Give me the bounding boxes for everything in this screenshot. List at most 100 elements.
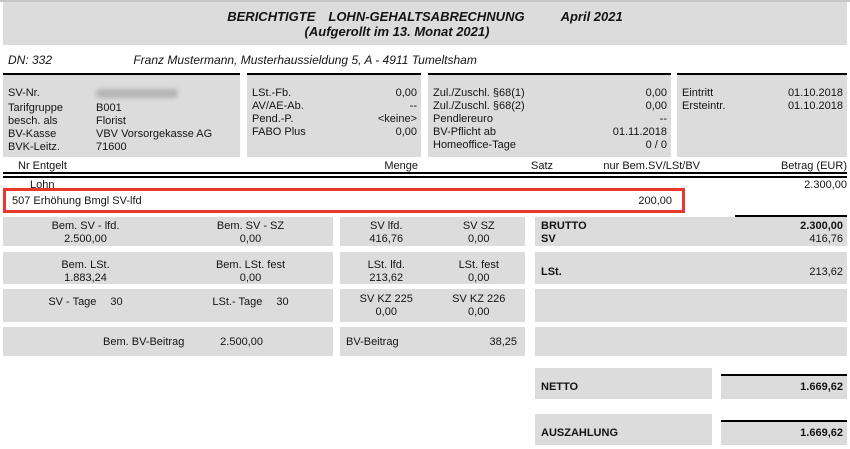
field-value: 213,62 (369, 272, 404, 284)
info-value: -- (659, 113, 667, 125)
info-value: 71600 (96, 141, 127, 153)
netto-value: 1.669,62 (800, 381, 843, 393)
info-label: Pend.-P. (252, 113, 294, 125)
field-value: 30 (276, 296, 289, 308)
entgelt-row-lohn-betrag: 2.300,00 (804, 179, 847, 191)
info-value: 01.10.2018 (787, 87, 843, 99)
field-label: SV KZ 226 (452, 293, 506, 305)
field-label: LSt.- Tage (212, 296, 263, 308)
field-label: LSt. lfd. (367, 259, 405, 271)
info-label: Zul./Zuschl. §68(1) (433, 87, 525, 99)
lst-tage-cell: LSt.- Tage 30 (168, 293, 333, 326)
redacted-sv-number (96, 89, 178, 98)
col-header-nur-bem: nur Bem.SV/LSt/BV (603, 160, 700, 172)
info-row: BV-Pflicht ab 01.11.2018 (433, 126, 667, 139)
info-row: Ersteintr. 01.10.2018 (682, 100, 843, 113)
info-row: Homeoffice-Tage 0 / 0 (433, 139, 667, 152)
brutto-value: 2.300,00 (800, 220, 843, 232)
sv-lfd-band: SV lfd. 416,76 SV SZ 0,00 (340, 217, 525, 246)
field-value: 0,00 (468, 272, 490, 284)
dn-number: DN: 332 (8, 53, 53, 67)
info-row: Tarifgruppe B001 (8, 102, 236, 115)
title-band: BERICHTIGTE LOHN-GEHALTSABRECHNUNG April 2… (3, 2, 847, 45)
field-label: SV - Tage (48, 296, 97, 308)
info-label: AV/AE-Ab. (252, 100, 304, 112)
document-subtitle: (Aufgerollt im 13. Monat 2021) (304, 24, 490, 39)
sv-label: SV (541, 233, 556, 245)
netto-value-box: 1.669,62 (721, 374, 847, 399)
field-value: 0,00 (468, 233, 490, 245)
info-value: 0,00 (395, 87, 417, 99)
field-value: 30 (110, 296, 123, 308)
info-label: Tarifgruppe (8, 102, 64, 114)
info-row: Zul./Zuschl. §68(2) 0,00 (433, 100, 667, 113)
info-value: 0,00 (645, 87, 667, 99)
info-label: Zul./Zuschl. §68(2) (433, 100, 525, 112)
info-row: BV-Kasse VBV Vorsorgekasse AG (8, 128, 236, 141)
info-block-personal: SV-Nr. Tarifgruppe B001 besch. als Flori… (3, 73, 240, 157)
field-label: Bem. SV - lfd. (51, 220, 120, 232)
entgelt-row-507-name: 507 Erhöhung Bmgl SV-lfd (12, 194, 142, 207)
brutto-top-line (735, 215, 847, 217)
netto-label-band: NETTO (535, 368, 712, 399)
info-value: 0,00 (395, 126, 417, 138)
field-value: 2.500,00 (64, 233, 107, 245)
field-value: 0,00 (468, 306, 490, 318)
field-label: SV KZ 225 (359, 293, 413, 305)
period-label: April 2021 (560, 9, 623, 24)
info-label: BVK-Leitz. (8, 141, 60, 153)
info-block-zuschlaege: Zul./Zuschl. §68(1) 0,00 Zul./Zuschl. §6… (428, 73, 671, 157)
field-label: Bem. BV-Beitrag (103, 335, 185, 348)
sv-row: SV 416,76 (535, 233, 847, 246)
entgelt-table-header: Nr Entgelt Menge Satz nur Bem.SV/LSt/BV … (0, 160, 850, 173)
field-label: Bem. LSt. (61, 259, 110, 271)
top-border-line (0, 0, 850, 2)
header-divider-line-2 (3, 176, 847, 178)
bem-bv-beitrag-cell: Bem. BV-Beitrag 2.500,00 (3, 327, 333, 356)
info-label: Pendlereuro (433, 113, 493, 125)
lst-lfd-cell: LSt. lfd. 213,62 (340, 256, 433, 288)
col-header-nr-entgelt: Nr Entgelt (18, 160, 67, 172)
brutto-row: BRUTTO 2.300,00 (535, 217, 847, 233)
info-block-eintritt: Eintritt 01.10.2018 Ersteintr. 01.10.201… (677, 73, 847, 157)
bem-sv-sz-cell: Bem. SV - SZ 0,00 (168, 217, 333, 246)
totals-spacer-band-1 (535, 289, 847, 322)
col-header-satz: Satz (530, 160, 553, 172)
lst-lfd-band: LSt. lfd. 213,62 LSt. fest 0,00 (340, 252, 525, 284)
info-row: besch. als Florist (8, 115, 236, 128)
info-value: 0 / 0 (645, 139, 667, 151)
info-value: B001 (96, 102, 122, 114)
totals-spacer-band-2 (535, 327, 847, 356)
bem-lst-cell: Bem. LSt. 1.883,24 (3, 256, 168, 288)
info-row: BVK-Leitz. 71600 (8, 141, 236, 154)
field-value: 0,00 (239, 233, 262, 245)
tage-band: SV - Tage 30 LSt.- Tage 30 (3, 289, 333, 322)
info-value: <keine> (377, 113, 417, 125)
lst-label: LSt. (541, 266, 562, 278)
info-row: LSt.-Fb. 0,00 (252, 87, 417, 100)
lst-row: LSt. 213,62 (535, 252, 847, 279)
entgelt-row-507-nur-bem: 200,00 (638, 194, 672, 207)
info-label: besch. als (8, 115, 58, 127)
auszahlung-label: AUSZAHLUNG (541, 427, 618, 439)
info-label: BV-Pflicht ab (433, 126, 496, 138)
info-value: Florist (96, 115, 126, 127)
field-value: 2.500,00 (220, 335, 263, 348)
info-value: 01.10.2018 (787, 100, 843, 112)
info-row: Eintritt 01.10.2018 (682, 87, 843, 100)
bem-lst-band: Bem. LSt. 1.883,24 Bem. LSt. fest 0,00 (3, 252, 333, 284)
info-value: 01.11.2018 (612, 126, 667, 138)
info-block-tax: LSt.-Fb. 0,00 AV/AE-Ab. -- Pend.-P. <kei… (247, 73, 421, 157)
netto-label: NETTO (541, 381, 579, 393)
employee-name-address: Franz Mustermann, Musterhaussieldung 5, … (133, 53, 477, 67)
sv-kz-band: SV KZ 225 0,00 SV KZ 226 0,00 (340, 289, 525, 322)
field-label: Bem. LSt. fest (215, 259, 286, 271)
info-label: LSt.-Fb. (252, 87, 292, 99)
field-label: BV-Beitrag (346, 335, 399, 348)
info-label: SV-Nr. (8, 87, 40, 99)
info-value: -- (409, 100, 417, 112)
sv-sz-cell: SV SZ 0,00 (433, 217, 526, 246)
title-word-berichtigte: BERICHTIGTE (227, 9, 316, 24)
info-row: Pend.-P. <keine> (252, 113, 417, 126)
